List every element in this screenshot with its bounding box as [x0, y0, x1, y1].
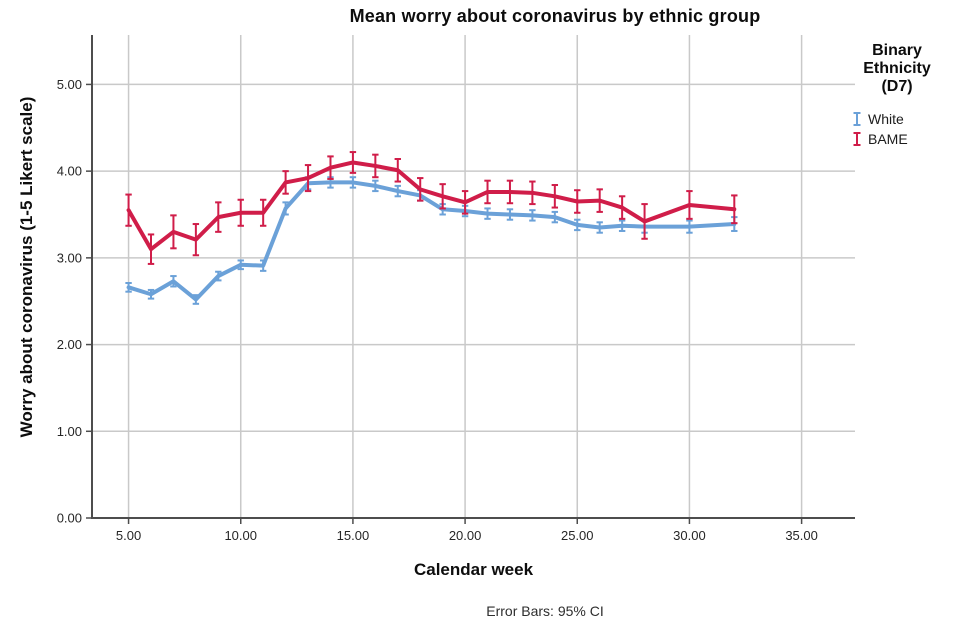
y-tick-label: 1.00 — [57, 424, 82, 439]
x-tick-label: 35.00 — [785, 528, 818, 543]
y-axis-label: Worry about coronavirus (1-5 Likert scal… — [17, 96, 36, 438]
legend-item-label: White — [868, 111, 904, 127]
x-tick-label: 15.00 — [337, 528, 370, 543]
legend-title-line: (D7) — [881, 78, 913, 95]
chart-title: Mean worry about coronavirus by ethnic g… — [349, 6, 761, 26]
error-bars-footnote: Error Bars: 95% CI — [486, 603, 604, 619]
legend-item-white: White — [852, 109, 958, 129]
legend-title: Binary Ethnicity (D7) — [836, 42, 958, 96]
x-tick-label: 30.00 — [673, 528, 706, 543]
x-axis-label: Calendar week — [413, 560, 534, 579]
x-tick-label: 5.00 — [116, 528, 141, 543]
y-tick-label: 4.00 — [57, 164, 82, 179]
y-tick-label: 2.00 — [57, 337, 82, 352]
legend: Binary Ethnicity (D7) White BAME — [836, 42, 958, 149]
x-tick-label: 10.00 — [224, 528, 257, 543]
legend-title-line: Binary — [872, 42, 922, 59]
x-tick-label: 25.00 — [561, 528, 594, 543]
legend-item-label: BAME — [868, 131, 908, 147]
legend-item-bame: BAME — [852, 129, 958, 149]
series-line-white — [126, 180, 737, 302]
y-tick-label: 5.00 — [57, 77, 82, 92]
x-tick-label: 20.00 — [449, 528, 482, 543]
legend-title-line: Ethnicity — [863, 60, 931, 77]
error-bar-icon — [853, 132, 861, 146]
y-tick-label: 0.00 — [57, 511, 82, 526]
series-line-bame — [126, 160, 737, 252]
error-bar-icon — [853, 112, 861, 126]
y-tick-label: 3.00 — [57, 250, 82, 265]
legend-item-list: White BAME — [836, 109, 958, 149]
